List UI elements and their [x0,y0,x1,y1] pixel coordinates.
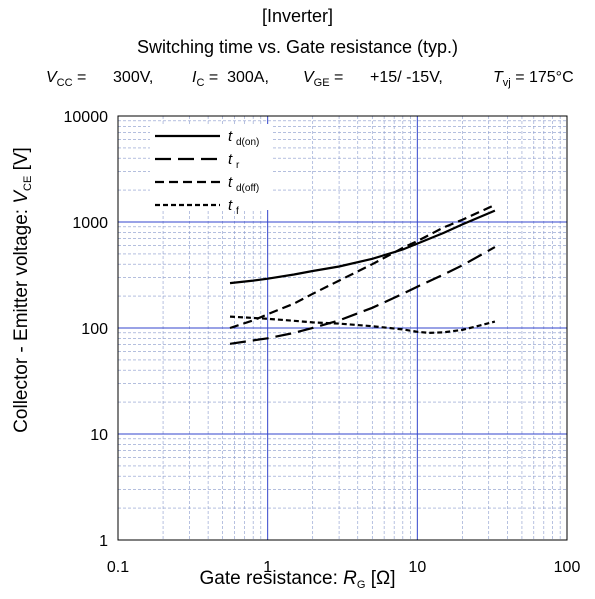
condition-ic: IC = 300A, [192,69,269,89]
y-tick-label: 1000 [72,215,108,232]
y-tick-label: 100 [81,321,108,338]
y-tick-label: 1 [99,533,108,550]
condition-vcc: VCC = 300V, [46,69,154,89]
series-line-tdoff [229,203,496,330]
series-line-tr [229,246,496,345]
tick-labels: 0.1 1 10 100 1 10 100 1000 10000 [64,109,581,576]
legend-label: t [228,197,233,214]
condition-vge: VGE = +15/ -15V, [303,69,443,89]
legend: t d(on)t rt d(off)t f [155,128,259,217]
legend-box [150,124,271,210]
legend-label-sub: f [236,206,239,217]
x-tick-label: 1 [263,559,272,576]
y-tick-label: 10 [90,427,108,444]
legend-label: t [228,128,233,145]
legend-label: t [228,151,233,168]
chart-header-line1: [Inverter] [261,6,334,26]
series-line-tf [229,315,496,335]
legend-label: t [228,174,233,191]
x-axis-label: Gate resistance: RG [Ω] [199,568,396,591]
plot-frame [117,115,568,541]
legend-label-sub: r [236,160,240,171]
chart-title: Switching time vs. Gate resistance (typ.… [136,37,459,57]
series-lines [229,203,496,345]
x-tick-label: 0.1 [107,559,129,576]
x-tick-label: 100 [554,559,581,576]
legend-label-sub: d(off) [236,183,259,194]
series-line-tdon [229,209,496,285]
x-tick-label: 10 [408,559,426,576]
legend-label-sub: d(on) [236,137,259,148]
condition-tvj: Tvj = 175°C [493,69,574,89]
y-axis-label: Collector - Emitter voltage: VCE [V] [11,147,34,433]
y-tick-label: 10000 [64,109,109,126]
